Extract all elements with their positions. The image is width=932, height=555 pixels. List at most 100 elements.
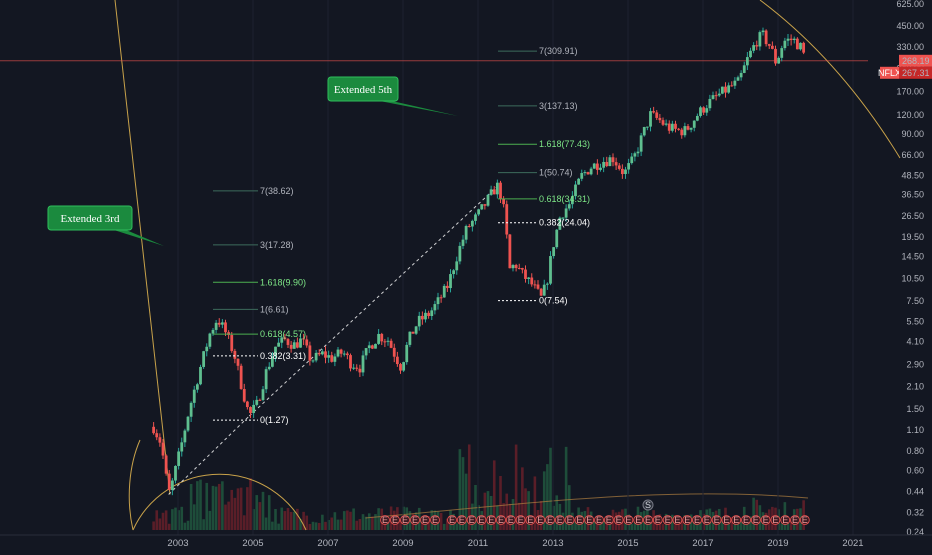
earnings-marker: [741, 515, 751, 525]
candle-body: [761, 30, 765, 33]
volume-bar: [242, 515, 246, 530]
candle-body: [714, 95, 718, 97]
volume-bar: [211, 485, 215, 530]
earnings-marker: [682, 515, 693, 525]
candle-body: [236, 358, 240, 366]
earnings-marker: [692, 515, 702, 525]
y-tick-label: 0.60: [906, 465, 924, 475]
volume-bar: [661, 523, 665, 530]
earnings-marker: [515, 515, 526, 525]
candle-body: [799, 42, 802, 50]
earnings-marker: [731, 515, 742, 525]
y-tick-label: 4.10: [906, 336, 924, 346]
earnings-marker-label: E: [763, 515, 769, 525]
candle-body: [802, 42, 806, 53]
volume-bar: [152, 521, 155, 530]
candle-body: [786, 38, 790, 41]
volume-bar: [521, 467, 524, 530]
y-tick-label: 0.44: [906, 486, 924, 496]
candle-body: [377, 333, 381, 344]
earnings-marker-label: E: [402, 515, 408, 525]
candle-body: [289, 344, 293, 349]
earnings-marker: [420, 515, 430, 525]
candle-body: [605, 161, 609, 167]
candle-body: [777, 57, 781, 64]
candle-body: [433, 304, 437, 311]
earnings-marker: [672, 515, 683, 525]
volume-bar: [267, 495, 271, 530]
volume-bar: [202, 519, 205, 530]
volume-bar: [342, 511, 346, 530]
candle-body: [239, 365, 243, 389]
x-tick-label: 2003: [167, 538, 188, 549]
candle-body: [345, 353, 349, 356]
candle-body: [283, 337, 287, 340]
y-tick-label: 170.00: [896, 86, 924, 96]
y-tick-label: 0.32: [906, 508, 924, 518]
time-axis[interactable]: 2003 2005 2007 2009 2011 2013 2015 2017 2019 2021: [0, 534, 932, 549]
earnings-marker: [711, 515, 722, 525]
volume-bar: [339, 519, 343, 530]
earnings-marker-label: E: [645, 515, 651, 525]
candle-body: [767, 44, 771, 46]
candle-body: [389, 340, 393, 348]
candle-body: [536, 284, 540, 289]
volume-bar: [746, 520, 749, 530]
earnings-marker: [780, 515, 791, 525]
y-tick-label: 1.50: [906, 404, 924, 414]
volume-bar: [167, 523, 171, 530]
candle-body: [245, 401, 249, 408]
volume-bar: [327, 520, 330, 530]
candle-body: [524, 269, 527, 279]
earnings-marker: [770, 515, 781, 525]
candle-body: [233, 350, 237, 359]
price-axis[interactable]: 625.00450.00330.00240.00170.00120.0090.0…: [896, 0, 924, 537]
candle-body: [530, 277, 534, 285]
candle-body: [795, 38, 799, 50]
y-tick-label: 0.24: [906, 527, 924, 537]
candle-body: [267, 366, 271, 370]
candle-body: [477, 209, 481, 215]
volume-bar: [736, 522, 740, 530]
candle-body: [745, 57, 749, 66]
candle-body: [561, 217, 565, 219]
candle-body: [252, 404, 256, 414]
candle-body: [445, 285, 449, 289]
volume-bar: [314, 522, 318, 530]
candle-body: [470, 220, 474, 227]
volume-bar: [196, 481, 199, 530]
volume-bar: [161, 512, 165, 530]
candle-body: [202, 351, 206, 367]
volume-bar: [446, 518, 449, 530]
earnings-marker: [750, 515, 761, 525]
volume-bar: [574, 521, 577, 530]
candle-body: [430, 310, 434, 317]
candle-body: [367, 345, 371, 349]
earnings-marker-label: E: [753, 515, 759, 525]
candle-body: [764, 30, 768, 45]
candle-body: [358, 368, 362, 373]
candle-body: [255, 399, 259, 405]
volume-bar: [730, 517, 734, 530]
earnings-marker-label: E: [625, 515, 631, 525]
y-tick-label: 7.50: [906, 296, 924, 306]
volume-bar: [667, 523, 671, 530]
candle-body: [511, 265, 515, 269]
earnings-marker-label: E: [674, 515, 680, 525]
candle-body: [461, 239, 465, 246]
candle-body: [517, 268, 521, 270]
candle-body: [505, 204, 509, 235]
candle-body: [261, 389, 265, 400]
candle-body: [177, 451, 181, 466]
volume-bar: [399, 519, 402, 530]
price-tag-upper: 268.19: [902, 56, 930, 66]
earnings-marker: [701, 515, 712, 525]
price-tag-upper-box: [899, 54, 932, 67]
candle-body: [220, 322, 224, 325]
earnings-marker-label: E: [547, 515, 553, 525]
candle-body: [352, 367, 356, 369]
candle-body: [308, 345, 312, 361]
